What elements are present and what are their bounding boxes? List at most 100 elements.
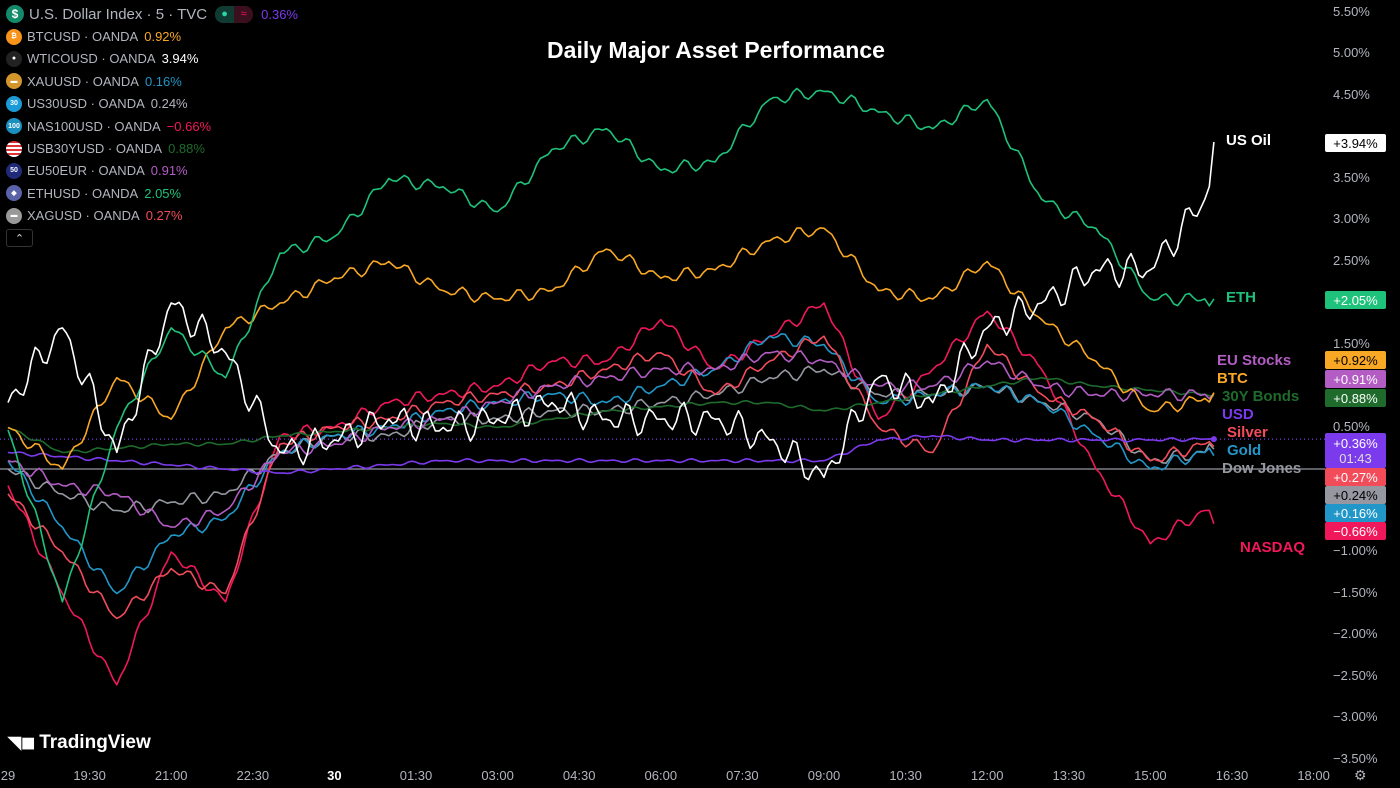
collapse-legend-button[interactable]: ⌃	[6, 229, 33, 247]
series-label-us-oil: US Oil	[1226, 132, 1272, 149]
silver-bar-icon: ▬	[6, 207, 22, 224]
series-line-btc	[7, 227, 1215, 470]
legend-item-value: 0.24%	[150, 96, 188, 112]
gear-icon[interactable]: ⚙	[1354, 767, 1367, 783]
legend-item-value: 0.91%	[150, 163, 188, 179]
legend-item-value: 3.94%	[161, 51, 199, 67]
last-value-eu-stocks: +0.91%	[1325, 370, 1386, 388]
legend-main[interactable]: $ U.S. Dollar Index · 5 · TVC ● ≈ 0.36%	[6, 3, 298, 25]
us30-icon: 30	[6, 95, 22, 112]
market-open-icon: ●	[215, 5, 235, 23]
x-tick-label: 01:30	[399, 768, 433, 783]
legend-item[interactable]: 100 NAS100USD · OANDA −0.66%	[6, 115, 298, 137]
series-line-nasdaq	[7, 302, 1215, 686]
legend-main-name: U.S. Dollar Index · 5 · TVC	[29, 5, 208, 23]
brand-name: TradingView	[39, 732, 151, 753]
last-value-btc: +0.92%	[1325, 351, 1386, 369]
series-label-silver: Silver	[1227, 424, 1268, 441]
oil-drop-icon: ●	[6, 50, 22, 67]
x-tick-label: 16:30	[1215, 768, 1249, 783]
x-tick-label: 07:30	[726, 768, 759, 783]
y-tick-label: −2.00%	[1333, 626, 1378, 641]
x-tick-label: 10:30	[889, 768, 922, 783]
chart-title: Daily Major Asset Performance	[547, 37, 885, 63]
x-tick-label: 19:30	[73, 768, 106, 783]
legend-item-value: 0.27%	[145, 208, 183, 224]
legend-item[interactable]: ▬ XAUUSD · OANDA 0.16%	[6, 70, 298, 92]
bitcoin-icon: ₿	[6, 28, 22, 45]
legend-item-value: 0.92%	[144, 29, 182, 45]
series-line-gold	[7, 333, 1215, 595]
nas100-icon: 100	[6, 118, 22, 135]
series-label-usd: USD	[1222, 406, 1254, 423]
last-value-eth: +2.05%	[1325, 291, 1386, 309]
legend-item[interactable]: ₿ BTCUSD · OANDA 0.92%	[6, 25, 298, 47]
legend-item[interactable]: USB30YUSD · OANDA 0.88%	[6, 137, 298, 159]
x-tick-label: 03:00	[481, 768, 514, 783]
legend-item-name: USB30YUSD · OANDA	[27, 141, 163, 157]
legend-item-name: XAUUSD · OANDA	[27, 73, 139, 89]
legend-main-value: 0.36%	[261, 6, 298, 22]
legend-item[interactable]: ◆ ETHUSD · OANDA 2.05%	[6, 182, 298, 204]
x-tick-label: 15:00	[1134, 768, 1167, 783]
x-tick-label: 30	[327, 768, 342, 783]
y-tick-label: 5.50%	[1333, 3, 1370, 19]
last-value-dow-jones: +0.24%	[1325, 486, 1386, 504]
legend-item-name: US30USD · OANDA	[27, 96, 145, 112]
y-tick-label: 1.50%	[1333, 335, 1370, 351]
y-tick-label: 0.50%	[1333, 418, 1370, 434]
x-tick-label: 12:00	[970, 768, 1004, 783]
legend: $ U.S. Dollar Index · 5 · TVC ● ≈ 0.36% ₿…	[6, 3, 298, 227]
dollar-icon: $	[6, 5, 24, 24]
legend-item[interactable]: ● WTICOUSD · OANDA 3.94%	[6, 48, 298, 70]
legend-item-value: 0.16%	[144, 73, 182, 89]
legend-item-name: WTICOUSD · OANDA	[27, 51, 156, 67]
series-line-us-oil	[7, 141, 1215, 481]
tradingview-logo-icon: ◥◼	[8, 733, 36, 752]
y-tick-label: −1.00%	[1333, 543, 1378, 558]
chevron-up-icon: ⌃	[14, 232, 25, 245]
series-label-30y-bonds: 30Y Bonds	[1222, 388, 1300, 405]
tradingview-logo[interactable]: ◥◼ TradingView	[8, 732, 151, 754]
series-line-30y-bonds	[7, 376, 1214, 454]
y-tick-label: 4.50%	[1333, 86, 1370, 102]
y-tick-label: 2.50%	[1333, 252, 1370, 268]
y-tick-label: 3.50%	[1333, 169, 1370, 185]
eu50-icon: 50	[6, 162, 22, 179]
series-label-gold: Gold	[1227, 442, 1262, 459]
x-tick-label: 29	[0, 768, 16, 783]
status-pill[interactable]: ● ≈	[215, 5, 254, 23]
series-label-eth: ETH	[1226, 289, 1256, 306]
delayed-data-icon: ≈	[234, 5, 254, 23]
series-label-dow-jones: Dow Jones	[1222, 460, 1302, 477]
bar-countdown: 01:43	[1339, 450, 1372, 466]
gold-bar-icon: ▬	[6, 73, 22, 90]
series-line-usd	[7, 434, 1214, 475]
legend-item-value: −0.66%	[166, 118, 212, 134]
usd-last-point	[1210, 436, 1217, 443]
series-line-eu-stocks	[7, 350, 1215, 528]
y-tick-label: −3.00%	[1333, 709, 1378, 724]
legend-item-name: NAS100USD · OANDA	[27, 118, 161, 134]
legend-item[interactable]: 50 EU50EUR · OANDA 0.91%	[6, 160, 298, 182]
series-label-nasdaq: NASDAQ	[1240, 539, 1306, 556]
legend-item[interactable]: ▬ XAGUSD · OANDA 0.27%	[6, 205, 298, 227]
legend-item-value: 2.05%	[144, 185, 182, 201]
last-value-30y-bonds: +0.88%	[1325, 389, 1386, 407]
legend-item-name: BTCUSD · OANDA	[27, 29, 139, 45]
legend-item-value: 0.88%	[168, 141, 205, 157]
last-value-silver: +0.27%	[1325, 468, 1386, 486]
x-tick-label: 13:30	[1052, 768, 1086, 783]
x-tick-label: 18:00	[1297, 768, 1330, 783]
usd-last-value: +0.36%	[1333, 435, 1378, 451]
y-tick-label: 5.00%	[1333, 45, 1370, 60]
y-tick-label: −1.50%	[1333, 584, 1378, 600]
ethereum-icon: ◆	[6, 185, 22, 202]
x-tick-label: 09:00	[807, 768, 841, 783]
legend-item[interactable]: 30 US30USD · OANDA 0.24%	[6, 93, 298, 115]
series-label-eu-stocks: EU Stocks	[1217, 352, 1292, 369]
y-tick-label: −2.50%	[1333, 667, 1378, 683]
legend-item-name: XAGUSD · OANDA	[27, 208, 140, 224]
series-line-silver	[7, 335, 1215, 620]
